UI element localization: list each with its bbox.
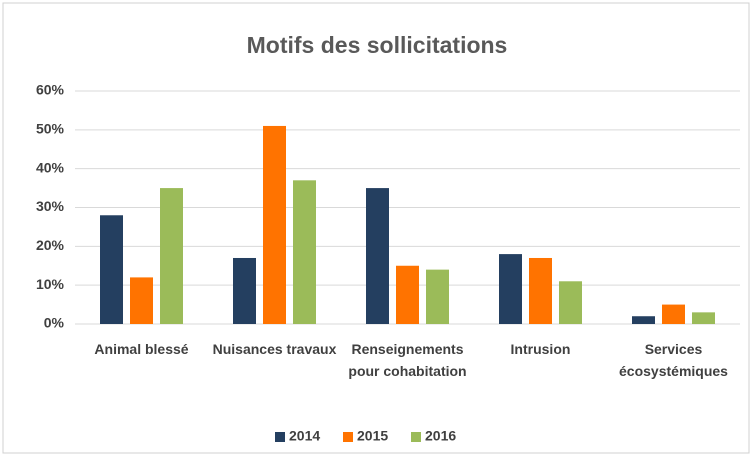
y-tick-label: 10% xyxy=(36,276,65,292)
x-tick-label: Services écosystémiques xyxy=(619,341,728,379)
bar xyxy=(293,180,316,324)
legend-swatch xyxy=(275,432,285,442)
legend-label: 2016 xyxy=(425,428,456,444)
legend-label: 2014 xyxy=(289,428,320,444)
y-tick-label: 40% xyxy=(36,159,65,175)
bar xyxy=(529,257,552,324)
bar xyxy=(426,269,449,324)
y-tick-label: 0% xyxy=(44,315,65,331)
x-tick-label: Renseignements pour cohabitation xyxy=(348,341,467,379)
y-tick-label: 50% xyxy=(36,121,65,137)
bar xyxy=(160,188,183,324)
legend-swatch xyxy=(411,432,421,442)
bar xyxy=(499,254,522,324)
x-tick-label: Nuisances travaux xyxy=(212,341,337,357)
bar xyxy=(366,188,389,324)
bar xyxy=(559,281,582,324)
bar xyxy=(130,277,153,324)
x-tick-label: Animal blessé xyxy=(94,341,189,357)
legend-swatch xyxy=(343,432,353,442)
y-tick-label: 20% xyxy=(36,237,65,253)
bar xyxy=(263,125,286,324)
bar xyxy=(396,265,419,324)
bar xyxy=(632,316,655,324)
bar xyxy=(692,312,715,324)
bar xyxy=(662,304,685,324)
legend-label: 2015 xyxy=(357,428,388,444)
bar xyxy=(100,215,123,324)
x-tick-label: Intrusion xyxy=(510,341,571,357)
bar xyxy=(233,257,256,324)
y-tick-label: 30% xyxy=(36,198,65,214)
chart-title: Motifs des sollicitations xyxy=(247,32,508,58)
y-tick-label: 60% xyxy=(36,82,65,98)
